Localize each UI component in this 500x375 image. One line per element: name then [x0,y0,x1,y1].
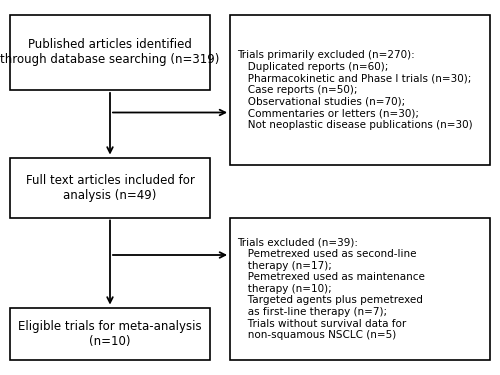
Bar [10,308,210,360]
Bar [10,15,210,90]
Bar [10,158,210,218]
Text: Published articles identified
through database searching (n=319): Published articles identified through da… [0,39,220,66]
Text: Trials excluded (n=39):
   Pemetrexed used as second-line
   therapy (n=17);
   : Trials excluded (n=39): Pemetrexed used … [238,237,424,340]
Bar [230,217,490,360]
Text: Eligible trials for meta-analysis
(n=10): Eligible trials for meta-analysis (n=10) [18,320,202,348]
Text: Trials primarily excluded (n=270):
   Duplicated reports (n=60);
   Pharmacokine: Trials primarily excluded (n=270): Dupli… [238,50,472,130]
Bar [230,15,490,165]
Text: Full text articles included for
analysis (n=49): Full text articles included for analysis… [26,174,194,201]
